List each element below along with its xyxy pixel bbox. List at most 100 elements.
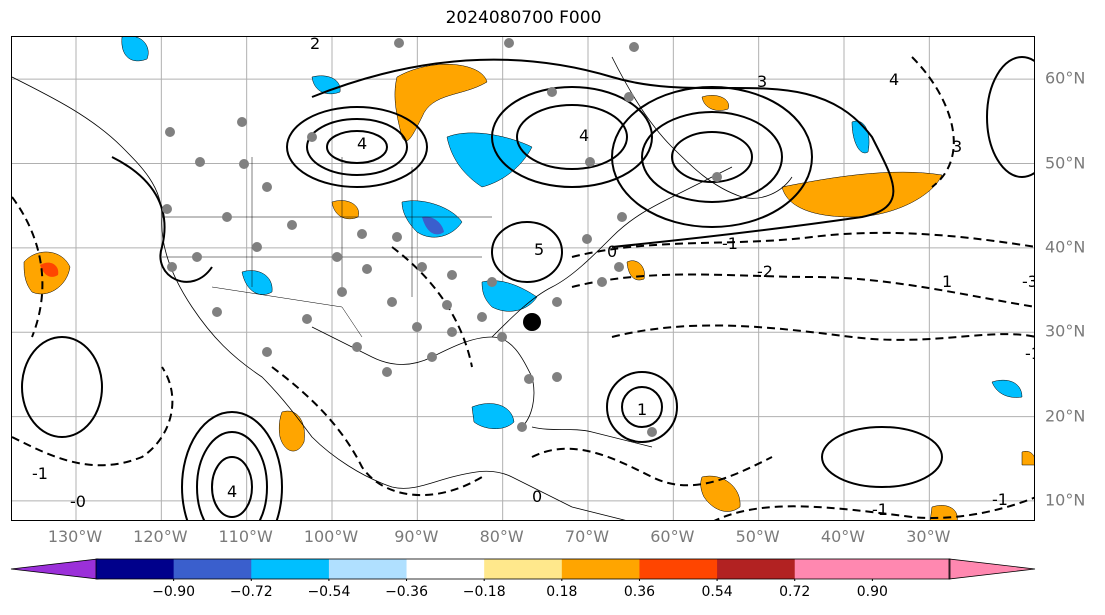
contour-solid: [611, 86, 813, 228]
colorbar-tick-label: 0.36: [623, 584, 656, 600]
longitude-label: 100°W: [303, 527, 359, 546]
station-dot: [585, 157, 595, 167]
station-dot: [165, 127, 175, 137]
anomaly-fill-strong-positive: [40, 262, 59, 277]
anomaly-fill-positive: [701, 95, 729, 111]
station-dot: [195, 157, 205, 167]
contour-solid: [671, 131, 753, 183]
colorbar-tick-label: −0.90: [152, 584, 196, 600]
contour-label: 1: [637, 400, 647, 419]
station-dot: [447, 327, 457, 337]
contour-dashed: [531, 447, 773, 487]
contour-solid: [196, 431, 268, 520]
station-dot: [307, 132, 317, 142]
latitude-label: 60°N: [1045, 68, 1086, 88]
anomaly-fill-positive: [781, 171, 943, 218]
station-dot: [477, 312, 487, 322]
graticule: [12, 37, 1034, 520]
colorbar-tick-label: −0.36: [385, 584, 428, 600]
colorbar-segment: [406, 559, 485, 579]
station-dot: [392, 232, 402, 242]
station-dot: [524, 374, 534, 384]
anomaly-fill-positive: [278, 410, 305, 452]
contour-label: -0: [70, 492, 86, 511]
contour-label: -1: [722, 234, 738, 253]
contour-solid: [491, 86, 653, 188]
anomaly-fill-positive: [700, 475, 741, 512]
station-dot: [362, 264, 372, 274]
colorbar-tick-label: −0.72: [229, 584, 273, 600]
colorbar-tick-label: 0.72: [779, 584, 811, 600]
colorbar-segment: [251, 559, 330, 579]
contour-label: 2: [310, 37, 320, 53]
contour-label: -2: [757, 262, 773, 281]
contour-solid: [516, 104, 628, 170]
contour-label: 4: [889, 70, 899, 89]
station-dot: [262, 182, 272, 192]
station-dot: [222, 212, 232, 222]
anomaly-fill-negative: [481, 280, 538, 312]
station-dot: [582, 234, 592, 244]
colorbar-segment: [484, 559, 563, 579]
contour-label: -1: [32, 464, 48, 483]
latitude-label: 50°N: [1045, 153, 1086, 173]
contour-label: -1: [992, 490, 1008, 509]
contour-dashed: [571, 273, 1034, 308]
colorbar-tick-label: −0.54: [307, 584, 351, 600]
contour-solid: [986, 56, 1034, 178]
contour-solid: [491, 221, 563, 283]
contour-lines: [12, 56, 1034, 520]
station-dot: [447, 270, 457, 280]
longitude-label: 30°W: [906, 527, 951, 546]
colorbar-tick-label: 0.18: [546, 584, 578, 600]
colorbar-segment: [872, 559, 951, 579]
contour-label: 1: [942, 272, 952, 291]
contour-dashed: [12, 196, 44, 338]
station-dot: [287, 220, 297, 230]
station-dot: [614, 262, 624, 272]
longitude-label: 40°W: [820, 527, 866, 546]
station-dot: [497, 332, 507, 342]
station-dot: [629, 42, 639, 52]
station-dot: [212, 307, 222, 317]
political-borders: [162, 157, 492, 338]
station-dot: [252, 242, 262, 252]
longitude-label: 60°W: [650, 527, 695, 546]
contour-label: -1: [872, 500, 888, 519]
station-dot: [442, 300, 452, 310]
contour-solid: [211, 456, 253, 518]
longitude-label: 110°W: [218, 527, 273, 546]
contour-solid: [311, 58, 895, 248]
contour-dashed: [911, 56, 955, 188]
anomaly-fill-negative: [121, 37, 149, 62]
contour-label: -3: [1022, 272, 1035, 291]
shaded-anomaly-fills: [23, 37, 1034, 520]
colorbar-extend-min: [10, 558, 99, 580]
latitude-label: 20°N: [1045, 406, 1086, 426]
station-dot: [487, 277, 497, 287]
anomaly-fill-negative: [241, 270, 273, 295]
contour-label: 5: [534, 240, 544, 259]
station-dot: [394, 38, 404, 48]
contour-solid: [111, 156, 213, 283]
colorbar-segment: [328, 559, 408, 579]
longitude-label: 70°W: [564, 527, 610, 546]
contour-dashed: [571, 231, 1034, 258]
longitude-label: 130°W: [47, 527, 103, 546]
longitude-label: 50°W: [735, 527, 780, 546]
station-dot: [332, 252, 342, 262]
anomaly-fill-positive: [394, 64, 488, 142]
station-dot: [337, 287, 347, 297]
contour-value-labels: 2 4 4 3 5 4 3 0 -1 -2 1 -3 1 -1 -1 -0 4 -1 0 -1: [32, 37, 1035, 519]
latitude-label: 30°N: [1045, 321, 1086, 341]
longitude-label: 90°W: [394, 527, 439, 546]
anomaly-fill-negative: [851, 120, 870, 154]
contour-solid: [306, 118, 408, 176]
station-dot: [617, 212, 627, 222]
map-panel: 2 4 4 3 5 4 3 0 -1 -2 1 -3 1 -1 -1 -0 4 -1 0 -1: [11, 36, 1035, 521]
station-dot: [552, 372, 562, 382]
contour-dashed: [391, 246, 473, 368]
contour-solid: [621, 386, 663, 428]
station-dot: [167, 262, 177, 272]
colorbar-segment: [173, 559, 252, 579]
